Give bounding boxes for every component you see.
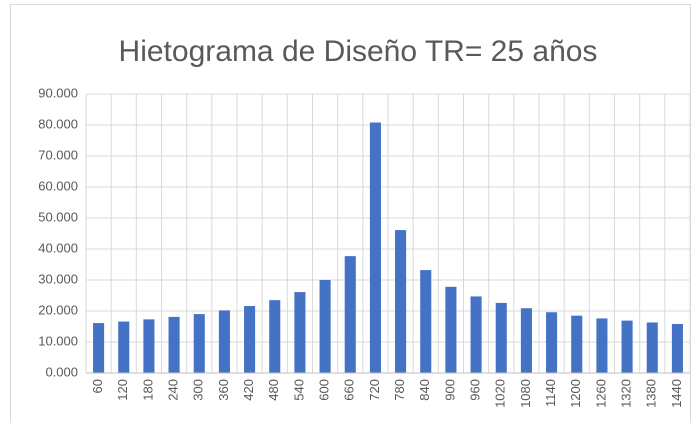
bar [470,296,482,373]
x-tick-label: 1440 [669,379,684,408]
bar [143,319,155,373]
y-tick-label: 70.000 [38,147,78,162]
x-tick-label: 660 [342,379,357,401]
x-tick-label: 900 [442,379,457,401]
y-tick-label: 80.000 [38,116,78,131]
bar [369,122,381,374]
bar [395,230,407,373]
bar [93,323,105,373]
x-tick-label: 960 [468,379,483,401]
x-tick-label: 1320 [619,379,634,408]
y-tick-label: 10.000 [38,333,78,348]
bar [168,316,180,373]
x-tick-label: 1020 [493,379,508,408]
x-tick-label: 1080 [518,379,533,408]
x-tick-label: 240 [166,379,181,401]
x-tick-label: 600 [317,379,332,401]
bar [621,320,633,373]
bar [671,324,683,373]
bar [294,292,306,373]
bar [420,270,432,373]
x-tick-label: 840 [417,379,432,401]
x-tick-label: 420 [241,379,256,401]
x-tick-label: 360 [216,379,231,401]
bar [344,256,356,373]
bar [495,302,507,373]
x-tick-label: 780 [392,379,407,401]
y-tick-label: 0.000 [45,364,78,379]
bar [596,318,608,373]
x-tick-label: 120 [115,379,130,401]
bar [319,280,331,373]
x-tick-label: 1380 [644,379,659,408]
y-tick-label: 50.000 [38,209,78,224]
x-tick-label: 480 [266,379,281,401]
y-tick-label: 90.000 [38,85,78,100]
x-tick-label: 1140 [543,379,558,407]
x-tick-label: 180 [140,379,155,401]
bar [118,321,130,373]
chart-title: Hietograma de Diseño TR= 25 años [119,35,598,68]
y-tick-label: 40.000 [38,240,78,255]
y-tick-label: 20.000 [38,302,78,317]
bar [571,315,583,373]
bar [218,310,230,373]
bar [546,312,558,373]
x-tick-label: 60 [90,379,105,393]
x-tick-label: 1200 [568,379,583,408]
x-tick-label: 720 [367,379,382,401]
bar [445,286,457,373]
bar [646,322,658,373]
bar [193,314,205,373]
x-tick-label: 540 [291,379,306,401]
x-tick-label: 300 [191,379,206,401]
bar [244,306,256,373]
bar [520,308,532,373]
x-tick-label: 1260 [593,379,608,408]
y-tick-label: 60.000 [38,178,78,193]
y-tick-label: 30.000 [38,271,78,286]
bar [269,300,281,373]
